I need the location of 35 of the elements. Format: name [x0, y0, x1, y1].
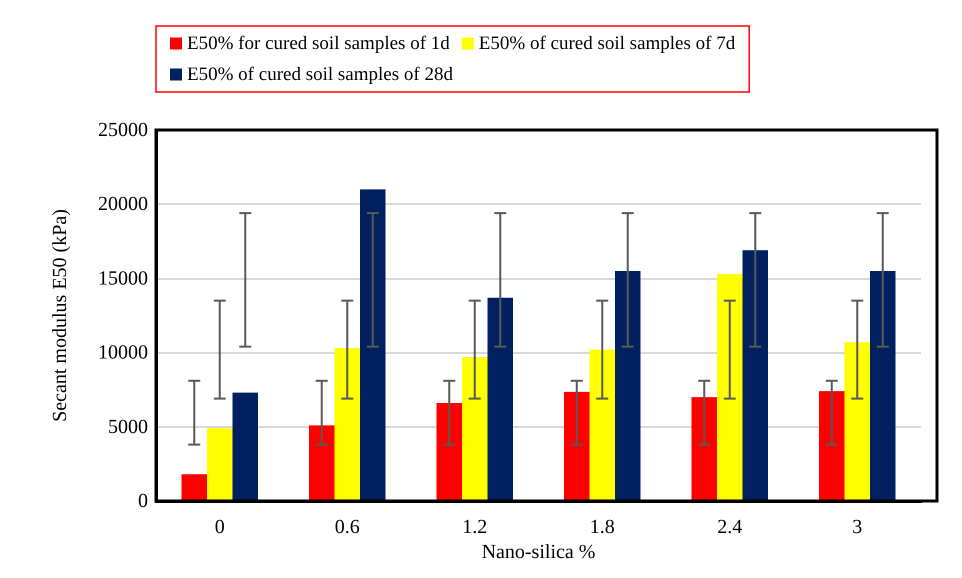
y-tick-label: 25000 [98, 119, 148, 141]
bar [819, 391, 844, 501]
bar [488, 298, 513, 501]
bar [462, 357, 488, 501]
bar [334, 348, 360, 501]
y-axis-title: Secant modulus E50 (kPa) [49, 209, 71, 422]
bar [870, 270, 896, 501]
legend-label: E50% for cured soil samples of 1d [187, 33, 450, 54]
bar [615, 270, 640, 501]
y-tick-label: 20000 [98, 193, 148, 216]
bar [742, 250, 768, 501]
bar [182, 474, 207, 501]
bar [360, 189, 386, 501]
x-tick-label: 3 [852, 516, 862, 538]
bar [207, 428, 232, 501]
x-tick-label: 1.2 [462, 516, 488, 538]
x-axis-title: Nano-silica % [482, 540, 596, 563]
y-tick-label: 15000 [98, 267, 148, 290]
x-tick-label: 1.8 [590, 516, 615, 538]
y-tick-label: 5000 [108, 416, 148, 438]
legend-label: E50% of cured soil samples of 7d [478, 33, 736, 54]
bar [232, 392, 258, 501]
y-tick-label: 10000 [98, 342, 148, 364]
legend-label: E50% of cured soil samples of 28d [187, 64, 454, 85]
bar [436, 403, 462, 501]
y-tick-label: 0 [138, 490, 148, 512]
x-tick-label: 0 [214, 516, 225, 538]
bar [717, 274, 742, 501]
bar [692, 397, 717, 501]
bar [564, 392, 590, 501]
x-tick-label: 0.6 [334, 516, 360, 538]
x-tick-label: 2.4 [717, 516, 742, 538]
bar [309, 425, 334, 501]
bar [844, 342, 870, 501]
bar [590, 350, 615, 501]
